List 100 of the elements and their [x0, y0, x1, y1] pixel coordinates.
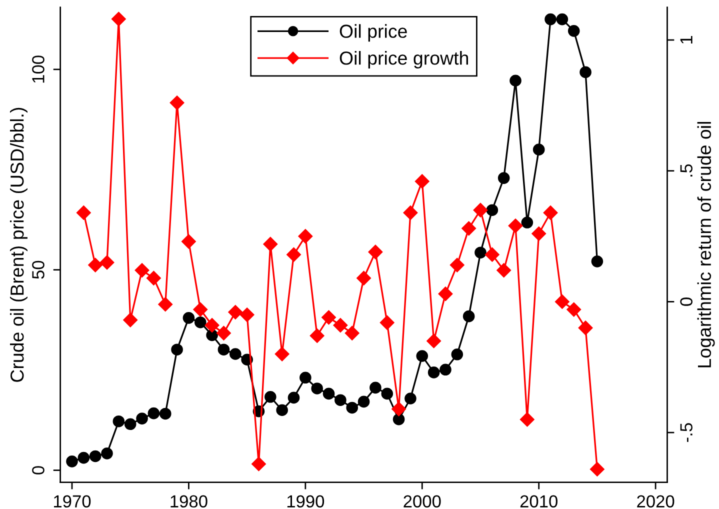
y-axis-title: Crude oil (Brent) price (USD/bbl.) — [10, 108, 28, 382]
point — [112, 415, 125, 428]
point — [381, 388, 394, 400]
point — [159, 408, 172, 420]
point — [193, 302, 208, 317]
legend-label: Oil price — [340, 24, 407, 42]
point — [578, 320, 593, 336]
point — [440, 364, 452, 376]
point — [344, 326, 360, 340]
point — [590, 462, 604, 476]
point — [356, 270, 371, 286]
point — [414, 174, 430, 188]
point — [263, 236, 278, 252]
x-tick-label: 2020 — [637, 495, 674, 508]
point — [568, 25, 580, 37]
x-tick-label: 1980 — [170, 495, 208, 508]
point — [286, 247, 301, 262]
point — [462, 221, 476, 236]
y-tick-label: 50 — [32, 260, 44, 279]
point — [451, 348, 464, 360]
point — [438, 286, 453, 302]
point — [508, 218, 523, 233]
point — [206, 329, 218, 342]
point — [229, 348, 242, 360]
point — [310, 328, 324, 343]
point — [136, 412, 148, 424]
point — [170, 96, 184, 110]
point — [520, 412, 534, 427]
point — [264, 390, 276, 403]
point — [88, 258, 103, 272]
point — [112, 12, 126, 26]
point — [532, 226, 546, 241]
point — [358, 396, 370, 408]
x-tick-label: 2000 — [404, 495, 441, 508]
point — [462, 310, 475, 322]
point — [450, 258, 464, 272]
y2-tick-label: -.5 — [680, 423, 692, 442]
point — [486, 204, 498, 216]
point — [194, 316, 206, 328]
point — [580, 66, 592, 78]
point — [171, 344, 183, 356]
point — [346, 402, 358, 414]
point — [392, 402, 406, 416]
x-tick-label: 2010 — [520, 495, 558, 508]
point — [544, 13, 556, 26]
point — [498, 172, 510, 184]
point — [334, 394, 346, 406]
point — [543, 206, 558, 220]
point — [556, 13, 568, 26]
x-tick-label: 1990 — [287, 495, 324, 508]
point — [473, 202, 488, 218]
point — [484, 247, 500, 262]
point — [333, 318, 348, 332]
point — [78, 452, 90, 464]
point — [300, 372, 312, 384]
point — [89, 450, 102, 462]
point — [555, 294, 570, 309]
point — [474, 246, 486, 258]
point — [368, 244, 383, 260]
point — [146, 270, 161, 286]
point — [228, 304, 243, 320]
legend-label: Oil price growth — [340, 51, 468, 68]
point — [322, 310, 336, 325]
x-tick-label: 1970 — [54, 495, 91, 508]
point — [591, 256, 604, 268]
point — [298, 229, 313, 244]
point — [134, 263, 150, 278]
y2-axis-title: Logarithmic return of crude oil — [697, 122, 715, 368]
point — [274, 346, 290, 362]
point — [566, 302, 582, 317]
y2-tick-label: 1 — [680, 36, 692, 44]
point — [426, 334, 441, 348]
point — [288, 392, 300, 404]
point — [428, 366, 440, 378]
point — [416, 350, 428, 362]
point — [218, 344, 230, 356]
point — [216, 326, 231, 340]
y-tick-label: 0 — [32, 466, 44, 474]
point — [532, 144, 545, 156]
point — [370, 382, 382, 394]
point — [148, 407, 160, 420]
y2-tick-label: 0 — [680, 298, 692, 306]
point — [252, 456, 266, 472]
point — [311, 382, 323, 394]
point — [101, 448, 113, 460]
point — [322, 388, 335, 400]
point — [404, 392, 416, 404]
point — [392, 413, 405, 426]
point — [76, 206, 91, 220]
point — [380, 315, 394, 330]
point — [124, 418, 136, 430]
point — [403, 206, 418, 220]
point — [100, 255, 114, 270]
y-tick-label: 100 — [32, 56, 44, 83]
point — [521, 216, 534, 228]
point — [276, 404, 288, 416]
y2-tick-label: .5 — [680, 164, 692, 176]
point — [240, 308, 254, 322]
point — [123, 312, 138, 328]
point — [182, 312, 195, 324]
